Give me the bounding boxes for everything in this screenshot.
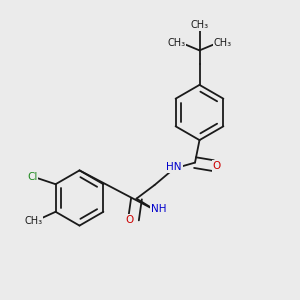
Text: CH₃: CH₃ xyxy=(24,216,42,226)
Text: CH₃: CH₃ xyxy=(214,38,232,48)
Text: HN: HN xyxy=(166,161,182,172)
Text: O: O xyxy=(213,160,221,171)
Text: O: O xyxy=(125,214,134,225)
Text: CH₃: CH₃ xyxy=(167,38,185,48)
Text: CH₃: CH₃ xyxy=(190,20,208,31)
Text: NH: NH xyxy=(151,204,167,214)
Text: Cl: Cl xyxy=(27,172,38,182)
